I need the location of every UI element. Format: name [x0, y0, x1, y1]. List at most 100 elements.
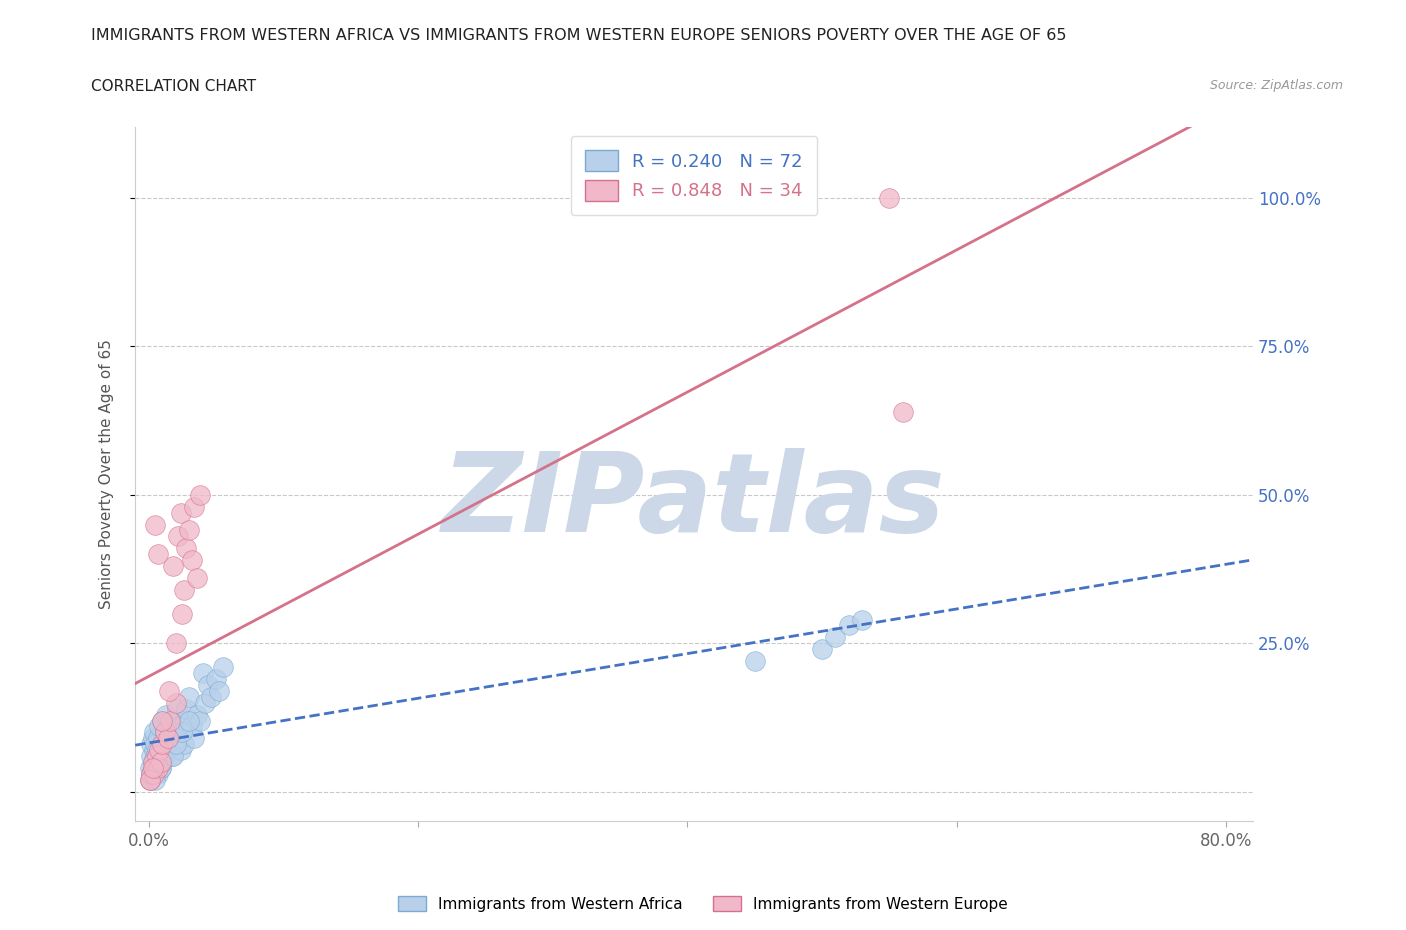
Point — [150, 754, 173, 769]
Point — [162, 559, 184, 574]
Point — [145, 749, 167, 764]
Point — [149, 754, 172, 769]
Text: CORRELATION CHART: CORRELATION CHART — [91, 79, 256, 94]
Point — [156, 731, 179, 746]
Point — [153, 725, 176, 740]
Point — [153, 749, 176, 764]
Point — [146, 754, 169, 769]
Point — [143, 754, 166, 769]
Text: IMMIGRANTS FROM WESTERN AFRICA VS IMMIGRANTS FROM WESTERN EUROPE SENIORS POVERTY: IMMIGRANTS FROM WESTERN AFRICA VS IMMIGR… — [91, 28, 1067, 43]
Point — [145, 749, 167, 764]
Point — [172, 606, 194, 621]
Point — [145, 766, 167, 781]
Point — [157, 684, 180, 698]
Point — [148, 754, 170, 769]
Point — [162, 749, 184, 764]
Point — [149, 761, 172, 776]
Point — [172, 725, 194, 740]
Point — [146, 761, 169, 776]
Point — [145, 761, 167, 776]
Point — [139, 773, 162, 788]
Point — [188, 713, 211, 728]
Point — [188, 487, 211, 502]
Point — [143, 766, 166, 781]
Point — [143, 725, 166, 740]
Point — [142, 731, 165, 746]
Point — [150, 713, 173, 728]
Point — [177, 689, 200, 704]
Text: ZIPatlas: ZIPatlas — [441, 448, 946, 555]
Point — [163, 737, 186, 751]
Point — [145, 761, 167, 776]
Point — [165, 737, 187, 751]
Point — [150, 713, 173, 728]
Point — [141, 737, 163, 751]
Point — [149, 761, 172, 776]
Point — [150, 737, 173, 751]
Point — [156, 737, 179, 751]
Point — [152, 743, 174, 758]
Point — [155, 707, 177, 722]
Point — [173, 582, 195, 597]
Point — [148, 749, 170, 764]
Point — [167, 731, 190, 746]
Point — [142, 754, 165, 769]
Point — [174, 713, 197, 728]
Point — [173, 737, 195, 751]
Point — [157, 719, 180, 734]
Point — [139, 773, 162, 788]
Point — [167, 529, 190, 544]
Point — [172, 725, 194, 740]
Point — [141, 749, 163, 764]
Point — [176, 541, 198, 556]
Point — [838, 618, 860, 633]
Point — [153, 743, 176, 758]
Point — [139, 761, 162, 776]
Point — [180, 719, 202, 734]
Point — [157, 743, 180, 758]
Point — [177, 523, 200, 538]
Point — [166, 701, 188, 716]
Point — [157, 731, 180, 746]
Point — [145, 754, 167, 769]
Point — [142, 761, 165, 776]
Point — [197, 677, 219, 692]
Point — [142, 761, 165, 776]
Y-axis label: Seniors Poverty Over the Age of 65: Seniors Poverty Over the Age of 65 — [100, 339, 114, 609]
Point — [159, 731, 181, 746]
Point — [744, 654, 766, 669]
Point — [159, 713, 181, 728]
Point — [139, 773, 162, 788]
Point — [877, 191, 900, 206]
Point — [146, 766, 169, 781]
Point — [143, 743, 166, 758]
Point — [170, 743, 193, 758]
Point — [208, 684, 231, 698]
Point — [142, 754, 165, 769]
Point — [146, 547, 169, 562]
Point — [170, 505, 193, 520]
Point — [824, 630, 846, 644]
Point — [145, 737, 167, 751]
Point — [186, 707, 208, 722]
Legend: R = 0.240   N = 72, R = 0.848   N = 34: R = 0.240 N = 72, R = 0.848 N = 34 — [571, 136, 817, 215]
Point — [183, 731, 205, 746]
Point — [205, 671, 228, 686]
Point — [191, 666, 214, 681]
Point — [145, 773, 167, 788]
Point — [146, 731, 169, 746]
Point — [194, 696, 217, 711]
Legend: Immigrants from Western Africa, Immigrants from Western Europe: Immigrants from Western Africa, Immigran… — [392, 889, 1014, 918]
Point — [169, 719, 191, 734]
Point — [165, 713, 187, 728]
Point — [177, 713, 200, 728]
Point — [148, 743, 170, 758]
Point — [211, 659, 233, 674]
Point — [160, 749, 183, 764]
Point — [186, 570, 208, 585]
Point — [153, 725, 176, 740]
Point — [162, 725, 184, 740]
Point — [148, 719, 170, 734]
Text: Source: ZipAtlas.com: Source: ZipAtlas.com — [1209, 79, 1343, 92]
Point — [200, 689, 222, 704]
